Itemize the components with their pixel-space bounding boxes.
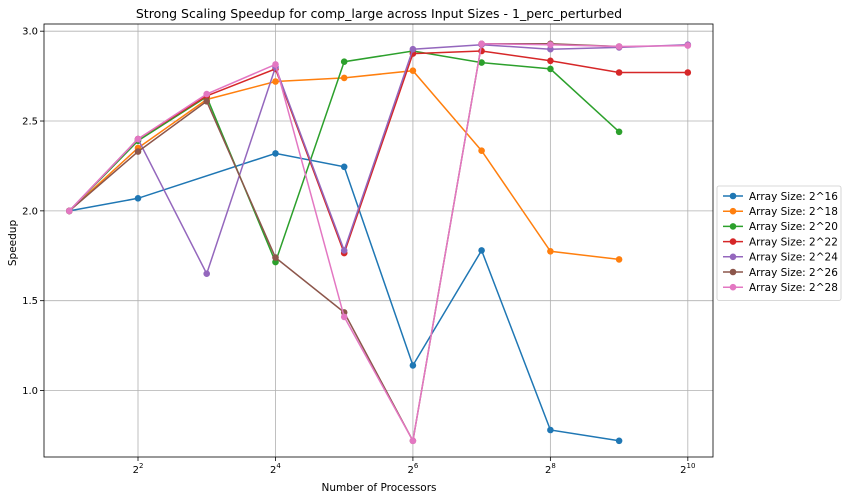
legend-entry: Array Size: 2^24 (723, 252, 838, 264)
data-point (340, 163, 348, 171)
series-line (68, 43, 620, 444)
legend-entry: Array Size: 2^22 (723, 236, 838, 248)
data-point (340, 247, 348, 254)
data-point (409, 45, 417, 53)
legend-entry: Array Size: 2^28 (723, 282, 838, 294)
series-5 (66, 40, 623, 445)
y-tick-label: 2.0 (22, 206, 38, 217)
data-point (134, 148, 142, 155)
x-tick-exponent: 4 (276, 462, 281, 470)
data-point (547, 426, 554, 434)
data-point (203, 90, 210, 98)
x-tick-base: 2 (133, 465, 139, 476)
legend-label: Array Size: 2^28 (749, 282, 838, 294)
legend-marker (729, 223, 737, 230)
data-point (478, 247, 485, 254)
data-point (547, 57, 554, 65)
legend-marker (729, 253, 737, 261)
x-tick-label: 210 (680, 462, 695, 476)
data-point (409, 362, 417, 369)
x-tick-exponent: 6 (414, 462, 419, 470)
data-point (272, 254, 279, 261)
x-tick-base: 2 (680, 465, 686, 476)
y-tick-label: 1.5 (22, 296, 38, 307)
data-point (615, 256, 623, 263)
data-point (547, 248, 554, 255)
legend-label: Array Size: 2^18 (749, 206, 838, 218)
legend-marker (729, 268, 737, 276)
grid-layer (44, 24, 713, 457)
x-axis-label: Number of Processors (321, 482, 436, 494)
data-point (134, 195, 142, 202)
data-point (340, 58, 348, 65)
legend-entry: Array Size: 2^26 (723, 267, 838, 279)
series-layer (66, 40, 692, 445)
data-point (134, 135, 142, 143)
data-point (409, 437, 417, 445)
data-point (547, 41, 554, 48)
data-point (478, 40, 485, 48)
x-tick-base: 2 (545, 465, 551, 476)
data-point (684, 69, 692, 76)
series-line (68, 43, 688, 444)
data-point (478, 147, 485, 154)
y-tick-label: 2.5 (22, 117, 38, 128)
data-point (684, 42, 692, 49)
x-tick-label: 26 (407, 462, 418, 476)
x-tick-exponent: 10 (687, 462, 696, 470)
data-point (615, 128, 623, 136)
x-tick-exponent: 8 (551, 462, 555, 470)
series-line (68, 43, 688, 276)
data-point (340, 74, 348, 82)
series-6 (66, 40, 692, 445)
series-0 (66, 150, 623, 445)
series-line (69, 152, 620, 442)
data-point (547, 65, 554, 73)
series-4 (66, 41, 692, 278)
legend: Array Size: 2^16 Array Size: 2^18 Array Si… (716, 185, 842, 301)
legend-box (716, 185, 842, 301)
legend-marker (729, 192, 737, 200)
data-point (409, 67, 417, 74)
legend-label: Array Size: 2^16 (749, 191, 838, 203)
data-point (615, 43, 623, 50)
legend-entry: Array Size: 2^18 (723, 206, 838, 218)
x-tick-label: 24 (270, 462, 281, 476)
y-axis-ticks: 1.0 1.5 2.0 2.5 3.0 (22, 27, 44, 397)
legend-label: Array Size: 2^24 (749, 252, 838, 264)
legend-marker (729, 238, 737, 245)
x-tick-label: 22 (133, 462, 144, 476)
data-point (66, 207, 73, 215)
data-point (340, 313, 348, 321)
legend-label: Array Size: 2^20 (749, 221, 838, 233)
legend-marker (729, 207, 737, 215)
y-tick-label: 1.0 (22, 386, 38, 397)
legend-label: Array Size: 2^22 (749, 236, 838, 248)
chart-title: Strong Scaling Speedup for comp_large ac… (136, 6, 622, 21)
data-point (615, 69, 623, 76)
legend-label: Array Size: 2^26 (749, 267, 838, 279)
data-point (272, 61, 279, 68)
x-axis-ticks: 22 24 26 28 210 (133, 457, 695, 476)
data-point (272, 150, 279, 157)
data-point (478, 59, 485, 66)
data-point (203, 98, 210, 105)
data-point (272, 78, 279, 85)
x-tick-base: 2 (270, 465, 276, 476)
data-point (203, 270, 210, 278)
legend-entry: Array Size: 2^20 (723, 221, 838, 233)
x-tick-label: 28 (545, 462, 556, 476)
x-tick-exponent: 2 (139, 462, 143, 470)
y-tick-label: 3.0 (22, 27, 38, 38)
data-point (615, 437, 623, 445)
plot-frame (43, 23, 714, 458)
legend-marker (729, 283, 737, 291)
x-tick-base: 2 (407, 465, 413, 476)
y-axis-label: Speedup (7, 220, 19, 267)
series-line (68, 50, 688, 256)
legend-entry: Array Size: 2^16 (723, 191, 838, 203)
